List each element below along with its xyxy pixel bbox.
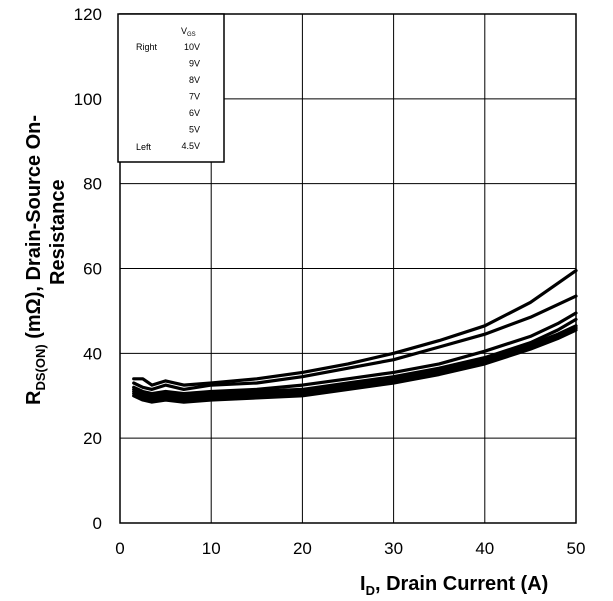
legend-entry: 8V [189,75,200,85]
x-tick-label: 0 [115,539,124,558]
legend-entry: 7V [189,92,200,102]
y-tick-label: 100 [74,90,102,109]
legend-header-main: V [181,26,187,36]
y-tick-labels: 0 20 40 60 80 100 120 [74,5,102,533]
legend: VGS Right Left 10V 9V 8V 7V 6V 5V 4.5V [117,13,225,163]
series-line-9V [132,326,578,402]
plot-area-frame [119,13,577,524]
y-tick-label: 20 [83,429,102,448]
y-axis-title-sub: DS(ON) [33,344,48,390]
legend-entry: 5V [189,125,200,135]
x-axis-title-sub: D [366,583,375,598]
x-tick-label: 20 [293,539,312,558]
y-axis-title-line2: Resistance [47,179,69,285]
x-tick-label: 50 [567,539,586,558]
x-tick-label: 30 [384,539,403,558]
x-tick-label: 10 [202,539,221,558]
x-axis-title-rest: , Drain Current (A) [375,573,548,595]
series-line-7V [132,317,578,398]
y-axis-title-line1: RDS(ON) (mΩ), Drain-Source On- [23,115,48,405]
x-axis-title: ID, Drain Current (A) [360,573,548,598]
series-lines [132,269,578,404]
legend-header-sub: GS [187,32,196,38]
series-line-6V [132,311,578,396]
y-tick-label: 0 [93,514,102,533]
legend-entry: 9V [189,59,200,69]
y-tick-label: 60 [83,260,102,279]
legend-entry: 6V [189,108,200,118]
y-axis-title-rest: (mΩ), Drain-Source On- [23,115,45,344]
grid [119,13,577,524]
series-line-4-5V [132,269,578,387]
series-line-10V [132,328,578,404]
series-line-8V [132,324,578,400]
legend-entries: 10V 9V 8V 7V 6V 5V 4.5V [181,42,200,151]
y-axis-title-main: R [23,390,45,405]
legend-box [117,13,225,163]
legend-entry: 4.5V [181,141,200,151]
series-line-5V [132,294,578,391]
x-tick-label: 40 [475,539,494,558]
x-tick-labels: 0 10 20 30 40 50 [115,539,585,558]
y-tick-label: 120 [74,5,102,24]
legend-right-label: Right [136,42,158,52]
legend-header: VGS [181,26,196,38]
x-axis-title-main: I [360,573,366,595]
legend-entry: 10V [184,42,200,52]
y-tick-label: 80 [83,175,102,194]
y-tick-label: 40 [83,344,102,363]
legend-left-label: Left [136,142,152,152]
